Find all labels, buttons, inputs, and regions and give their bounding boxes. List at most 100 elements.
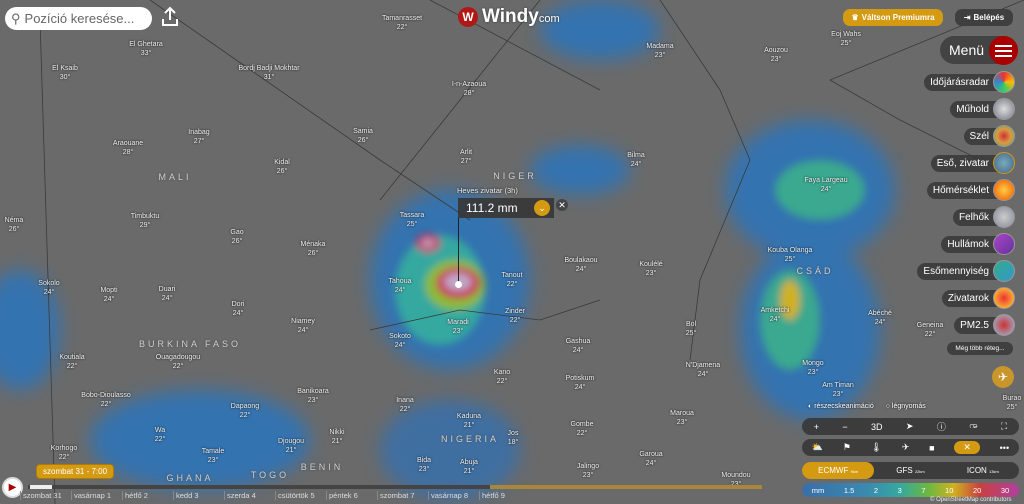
city-label[interactable]: Niamey 24°	[291, 317, 315, 335]
city-label[interactable]: Bordj Badji Mokhtar 31°	[238, 64, 299, 82]
city-label[interactable]: Zinder 22°	[505, 307, 525, 325]
search-input[interactable]: Pozíció keresése...	[24, 11, 135, 26]
zoom-out-button[interactable]: −	[842, 421, 848, 432]
menu-button[interactable]: Menü	[940, 36, 1018, 65]
zoom-in-button[interactable]: +	[813, 421, 819, 432]
city-label[interactable]: Moundou23°	[721, 471, 750, 489]
city-label[interactable]: Bol 25°	[686, 320, 697, 338]
timeline-day[interactable]: hétfő 9	[479, 491, 530, 500]
city-label[interactable]: Tamanrasset 22°	[382, 14, 422, 32]
layer-clouds[interactable]: Felhők	[952, 206, 1015, 228]
layer-rain[interactable]: Eső, zivatar	[930, 152, 1015, 174]
city-label[interactable]: Madama 23°	[646, 42, 673, 60]
city-label[interactable]: Dori 24°	[232, 300, 245, 318]
city-label[interactable]: Kaduna 21°	[457, 412, 481, 430]
city-label[interactable]: Potiskum 24°	[566, 374, 595, 392]
city-label[interactable]: Koulélé 23°	[639, 260, 662, 278]
locate-icon[interactable]: ➤	[905, 421, 914, 431]
city-label[interactable]: Samia 26°	[353, 127, 373, 145]
city-label[interactable]: Djougou 21°	[278, 437, 304, 455]
attribution[interactable]: © OpenStreetMap contributors	[930, 497, 1012, 503]
city-label[interactable]: El Ghetara 33°	[129, 40, 162, 58]
city-label[interactable]: Mopti 24°	[100, 286, 117, 304]
search-box[interactable]: ⚲ Pozíció keresése...	[5, 7, 152, 30]
more-icon[interactable]: •••	[999, 442, 1010, 453]
city-label[interactable]: N'Djamena 24°	[686, 361, 720, 379]
timeline-day[interactable]: vasárnap 8	[428, 491, 479, 500]
play-button[interactable]: ▶	[2, 477, 23, 498]
city-label[interactable]: Gashua 24°	[566, 337, 591, 355]
login-button[interactable]: ⇥ Belépés	[955, 9, 1013, 26]
city-label[interactable]: El Ksaib 30°	[52, 64, 78, 82]
city-label[interactable]: Wa 22°	[155, 426, 166, 444]
city-label[interactable]: Dapaong 22°	[231, 402, 259, 420]
thermometer-icon[interactable]: 🌡	[870, 442, 883, 452]
layer-satellite[interactable]: Műhold	[950, 98, 1015, 120]
city-label[interactable]: Tassara 25°	[400, 211, 425, 229]
timeline-track[interactable]	[28, 485, 490, 489]
timeline-day[interactable]: szerda 4	[224, 491, 275, 500]
layer-temperature[interactable]: Hőmérséklet	[926, 179, 1015, 201]
particles-toggle[interactable]: ◐ részecskeanimáció	[808, 403, 874, 410]
close-overlay-icon[interactable]: ✕	[954, 441, 980, 454]
model-icon[interactable]: ICON 13km	[966, 466, 999, 475]
city-label[interactable]: Garoua 24°	[639, 450, 662, 468]
airplane-icon[interactable]: ✈	[992, 366, 1014, 388]
timeline-day[interactable]: csütörtök 5	[275, 491, 326, 500]
model-ecmwf[interactable]: ECMWF 9km	[802, 462, 875, 479]
city-label[interactable]: Banikoara 23°	[297, 387, 329, 405]
timeline-current-time[interactable]: szombat 31 - 7:00	[36, 464, 115, 479]
city-label[interactable]: Kidal 26°	[274, 158, 290, 176]
city-label[interactable]: Gao 26°	[230, 228, 243, 246]
city-label[interactable]: Boulakaou 24°	[564, 256, 597, 274]
timeline-day[interactable]: vasárnap 1	[71, 491, 122, 500]
city-label[interactable]: Duari 24°	[159, 285, 176, 303]
city-label[interactable]: Geneina 22°	[917, 321, 943, 339]
timeline-day[interactable]: péntek 6	[326, 491, 377, 500]
fullscreen-icon[interactable]: ⛶	[1000, 421, 1008, 431]
value-popup[interactable]: 111.2 mm ⌄	[458, 198, 554, 218]
city-label[interactable]: Aouzou 23°	[764, 46, 788, 64]
airport-icon[interactable]: ✈	[901, 442, 910, 452]
city-label[interactable]: Kouba Olanga 25°	[768, 246, 813, 264]
model-gfs[interactable]: GFS 22km	[896, 466, 925, 475]
timeline-day[interactable]: szombat 31	[20, 491, 71, 500]
premium-button[interactable]: ♛ Váltson Premiumra	[843, 9, 943, 26]
webcam-icon[interactable]: ■	[929, 442, 935, 453]
city-label[interactable]: Gombe 22°	[571, 420, 594, 438]
city-label[interactable]: Burao 25°	[1003, 394, 1022, 412]
city-label[interactable]: Jos 18°	[508, 429, 519, 447]
timeline-premium-range[interactable]	[490, 485, 762, 489]
layer-rain-accumulation[interactable]: Esőmennyiség	[917, 260, 1015, 282]
city-label[interactable]: Eoj Wahs 25°	[831, 30, 861, 48]
close-icon[interactable]: ✕	[556, 199, 568, 211]
hurricane-icon[interactable]: ꩠ	[969, 420, 978, 430]
city-label[interactable]: Bobo-Dioulasso 22°	[81, 391, 130, 409]
city-label[interactable]: Arlit 27°	[460, 148, 472, 166]
timeline-day[interactable]: kedd 3	[173, 491, 224, 500]
city-label[interactable]: Am Timan 23°	[822, 381, 854, 399]
city-label[interactable]: Ouagadougou 22°	[156, 353, 200, 371]
chevron-down-icon[interactable]: ⌄	[534, 200, 550, 216]
city-label[interactable]: Nikki 21°	[329, 428, 344, 446]
city-label[interactable]: Timbuktu 29°	[131, 212, 160, 230]
city-label[interactable]: Tahoua 24°	[389, 277, 412, 295]
layer-wind[interactable]: Szél	[963, 125, 1015, 147]
city-label[interactable]: Sokoto 24°	[389, 332, 411, 350]
city-label[interactable]: Amketchi 24°	[761, 306, 790, 324]
city-label[interactable]: Tamale 23°	[202, 447, 225, 465]
flag-icon[interactable]: ⚑	[842, 442, 851, 452]
city-label[interactable]: Mongo 23°	[802, 359, 823, 377]
city-label[interactable]: Korhogo 22°	[51, 444, 77, 462]
share-icon[interactable]	[160, 6, 180, 28]
city-label[interactable]: Inana 22°	[396, 396, 414, 414]
city-label[interactable]: Maradi 23°	[447, 318, 468, 336]
city-label[interactable]: Jalingo 23°	[577, 462, 599, 480]
more-layers-button[interactable]: Még több réteg...	[947, 342, 1013, 355]
windy-logo[interactable]: W Windycom	[458, 6, 560, 28]
city-label[interactable]: Ménaka 26°	[301, 240, 326, 258]
layer-pm25[interactable]: PM2.5	[954, 314, 1015, 336]
city-label[interactable]: Faya Largeau 24°	[804, 176, 847, 194]
pressure-toggle[interactable]: ○ légnyomás	[885, 403, 926, 410]
